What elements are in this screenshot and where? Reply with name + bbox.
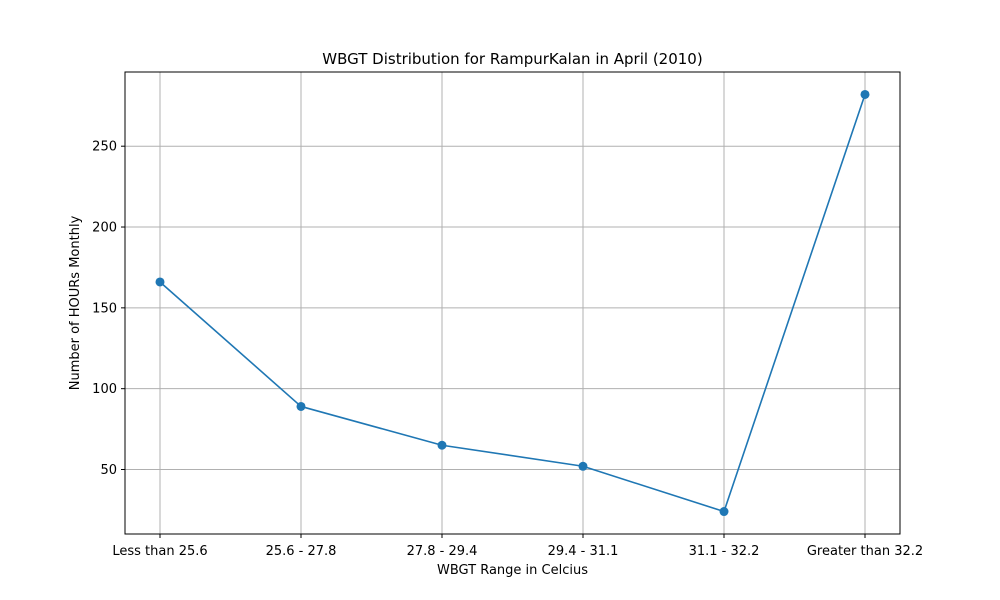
x-axis-label: WBGT Range in Celcius [437, 563, 588, 578]
ticks-layer: Less than 25.6 25.6 - 27.8 27.8 - 29.4 29.4… [92, 140, 923, 559]
data-point [860, 89, 870, 99]
data-point [437, 440, 447, 450]
data-point [155, 277, 165, 287]
data-point [719, 507, 729, 517]
x-tick-label: 27.8 - 29.4 [407, 544, 478, 559]
data-point [296, 401, 306, 411]
grid-layer [125, 72, 900, 534]
x-tick-label: 31.1 - 32.2 [689, 544, 760, 559]
chart-title: WBGT Distribution for RampurKalan in Apr… [322, 50, 702, 68]
series-line [159, 94, 866, 513]
y-tick-label: 100 [92, 382, 117, 397]
series-layer [155, 89, 870, 517]
plot-frame [124, 71, 901, 535]
y-axis-label: Number of HOURs Monthly [68, 215, 83, 390]
y-tick-label: 200 [92, 221, 117, 236]
x-tick-label: Less than 25.6 [112, 544, 207, 559]
x-tick-label: 25.6 - 27.8 [266, 544, 337, 559]
x-tick-label: 29.4 - 31.1 [548, 544, 619, 559]
y-tick-label: 50 [100, 463, 117, 478]
y-tick-label: 250 [92, 140, 117, 155]
x-tick-label: Greater than 32.2 [807, 544, 923, 559]
data-point [578, 461, 588, 471]
y-tick-label: 150 [92, 301, 117, 316]
